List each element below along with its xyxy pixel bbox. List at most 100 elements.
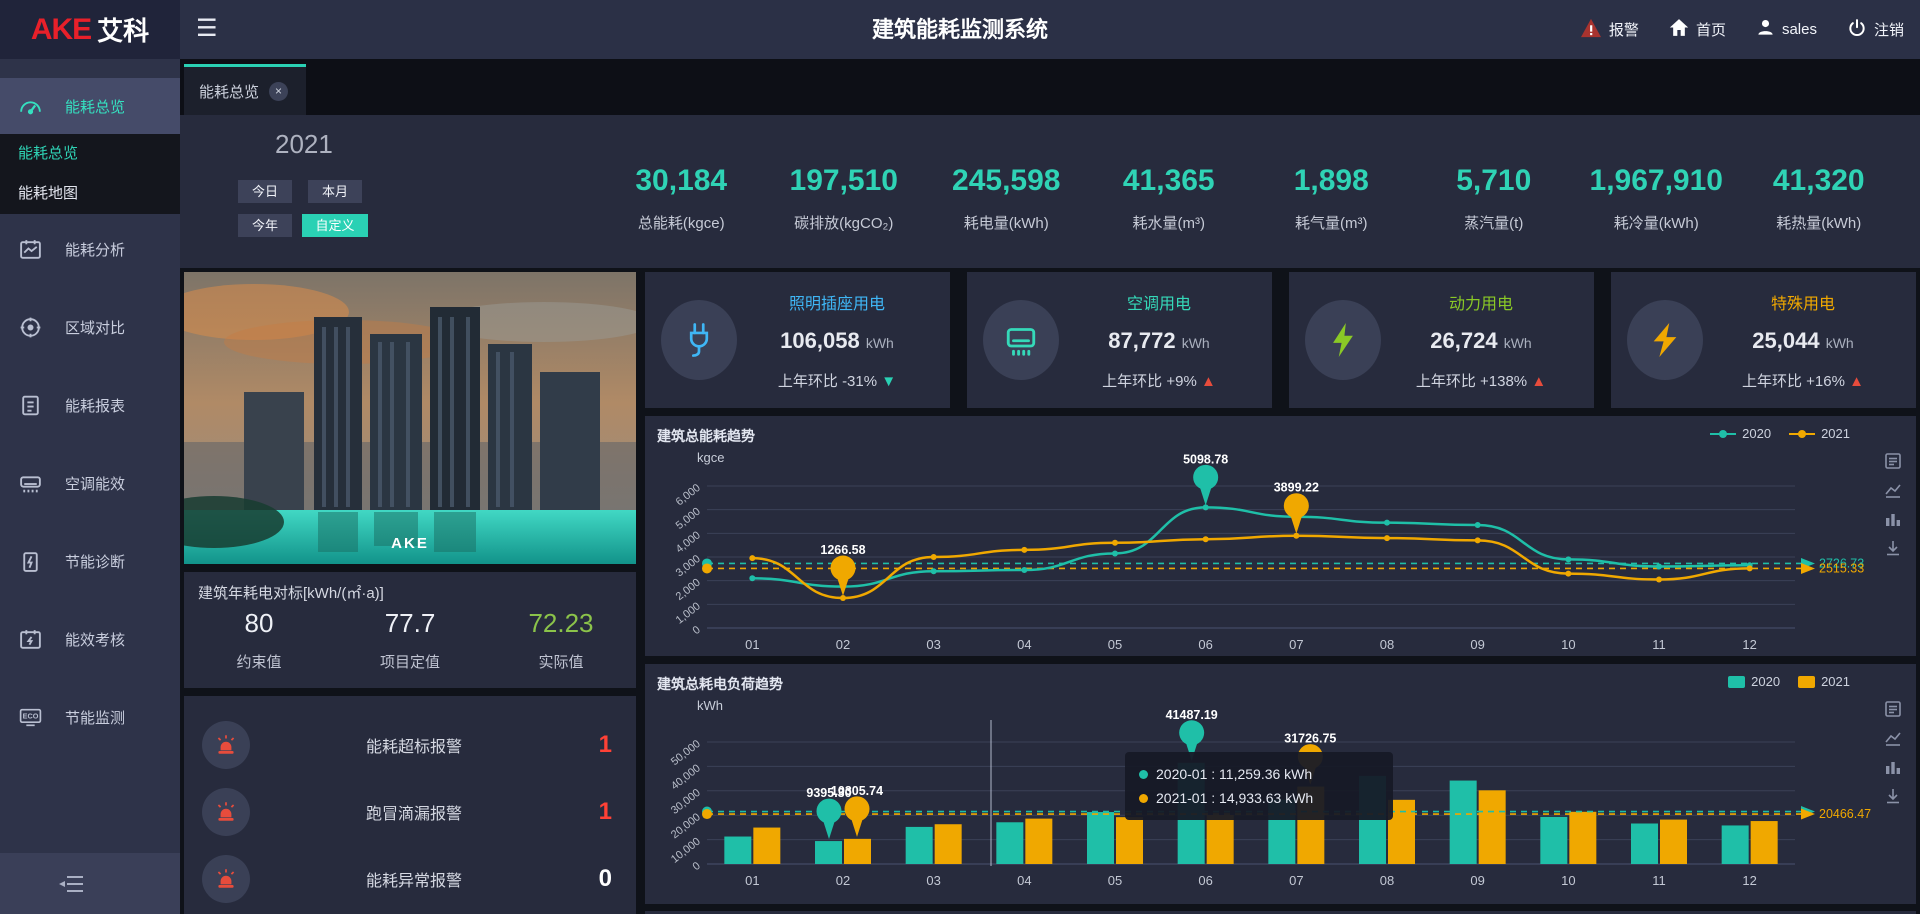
sidebar-item-energy-report[interactable]: 能耗报表 xyxy=(0,377,180,433)
legend-2021[interactable]: 2021 xyxy=(1789,426,1850,441)
card-ratio: 上年环比 +16% ▲ xyxy=(1741,373,1864,390)
line-type-icon[interactable] xyxy=(1884,729,1902,747)
line-chart-title: 建筑总能耗趋势 xyxy=(657,428,755,444)
sidebar-item-efficiency-assessment[interactable]: 能效考核 xyxy=(0,611,180,667)
battery-bolt-icon xyxy=(23,551,38,572)
card-title: 空调用电 xyxy=(1126,296,1191,313)
card-special: 特殊用电 25,044 kWh 上年环比 +16% ▲ xyxy=(1611,272,1916,408)
square-marker-icon xyxy=(1728,675,1746,688)
download-icon[interactable] xyxy=(1884,539,1902,557)
app-logo: AKE 艾科 xyxy=(0,0,180,59)
tooltip-row: 2021-01 : 14,933.63 kWh xyxy=(1139,786,1379,810)
home-icon xyxy=(1669,18,1689,41)
tab-label: 能耗总览 xyxy=(199,83,260,101)
bar-type-icon[interactable] xyxy=(1884,758,1902,776)
svg-text:20,000: 20,000 xyxy=(669,811,703,841)
plug-icon xyxy=(661,300,737,380)
svg-text:05: 05 xyxy=(1108,873,1122,888)
card-ratio: 上年环比 -31% ▼ xyxy=(777,373,897,390)
alarm-label: 报警 xyxy=(1608,22,1639,39)
svg-text:07: 07 xyxy=(1289,637,1303,652)
svg-text:6,000: 6,000 xyxy=(674,482,703,508)
svg-text:0: 0 xyxy=(691,860,703,873)
svg-text:08: 08 xyxy=(1380,873,1394,888)
legend-2020[interactable]: 2020 xyxy=(1728,674,1780,689)
svg-text:06: 06 xyxy=(1198,637,1212,652)
svg-text:12: 12 xyxy=(1742,637,1756,652)
benchmark-panel: 建筑年耗电对标[kWh/(㎡·a)] 80 约束值 77.7 项目定值 72.2… xyxy=(184,572,636,688)
card-ratio: 上年环比 +9% ▲ xyxy=(1102,373,1216,390)
sidebar-item-energy-diagnosis[interactable]: 节能诊断 xyxy=(0,533,180,589)
siren-icon xyxy=(202,788,250,836)
alarm-row-leakage: 跑冒滴漏报警 1 xyxy=(202,784,618,840)
bar-type-icon[interactable] xyxy=(1884,510,1902,528)
logout-nav-button[interactable]: 注销 xyxy=(1847,18,1904,42)
user-nav-button[interactable]: sales xyxy=(1756,18,1817,41)
alarm-row-over-limit: 能耗超标报警 1 xyxy=(202,717,618,773)
svg-text:10305.74: 10305.74 xyxy=(831,784,883,798)
svg-text:9395.30: 9395.30 xyxy=(806,786,851,800)
sidebar-item-hvac-efficiency[interactable]: 空调能效 xyxy=(0,455,180,511)
logout-label: 注销 xyxy=(1873,22,1904,39)
download-icon[interactable] xyxy=(1884,787,1902,805)
data-view-icon[interactable] xyxy=(1884,700,1902,718)
svg-text:5,000: 5,000 xyxy=(674,506,703,532)
tab-energy-overview[interactable]: 能耗总览 × xyxy=(184,64,306,115)
legend-2021[interactable]: 2021 xyxy=(1798,674,1850,689)
year-label: 2021 xyxy=(275,129,333,159)
stat-cooling: 1,967,910 耗冷量(kWh) xyxy=(1589,164,1723,232)
top-bar: AKE 艾科 ☰ 建筑能耗监测系统 报警 首页 sales 注销 xyxy=(0,0,1920,59)
benchmark-actual: 72.23 实际值 xyxy=(528,608,594,671)
line-marker-icon xyxy=(1789,429,1816,438)
stat-total-energy: 30,184 总能耗(kgce) xyxy=(635,164,728,232)
line-chart-legend: 2020 2021 xyxy=(1710,426,1850,441)
sidebar-item-area-compare[interactable]: 区域对比 xyxy=(0,299,180,355)
user-icon xyxy=(1756,18,1775,41)
filter-year-button[interactable]: 今年 xyxy=(238,214,292,237)
svg-text:4,000: 4,000 xyxy=(674,529,703,555)
logo-ake-text: AKE xyxy=(30,12,92,46)
filter-month-button[interactable]: 本月 xyxy=(308,180,362,203)
home-nav-button[interactable]: 首页 xyxy=(1669,18,1726,41)
svg-text:10: 10 xyxy=(1561,637,1575,652)
sidebar-item-energy-saving-monitor[interactable]: ECO 节能监测 xyxy=(0,689,180,745)
collapse-menu-icon xyxy=(59,875,83,892)
trend-up-icon: ▲ xyxy=(1849,373,1864,390)
svg-text:01: 01 xyxy=(745,873,759,888)
sidebar-label: 节能监测 xyxy=(65,709,126,727)
tab-close-icon[interactable]: × xyxy=(269,81,289,101)
legend-2020[interactable]: 2020 xyxy=(1710,426,1771,441)
menu-toggle-icon[interactable]: ☰ xyxy=(196,15,218,42)
line-chart-unit: kgce xyxy=(697,450,725,465)
card-title: 特殊用电 xyxy=(1770,296,1835,313)
sidebar-collapse-button[interactable] xyxy=(0,853,180,914)
data-view-icon[interactable] xyxy=(1884,452,1902,470)
svg-text:ECO: ECO xyxy=(23,711,39,720)
user-label: sales xyxy=(1781,21,1817,38)
submenu-energy-overview[interactable]: 能耗总览 xyxy=(0,134,180,174)
alarm-nav-button[interactable]: 报警 xyxy=(1580,18,1639,42)
svg-text:41487.19: 41487.19 xyxy=(1166,708,1218,722)
stat-steam: 5,710 蒸汽量(t) xyxy=(1456,164,1532,232)
svg-text:10: 10 xyxy=(1561,873,1575,888)
sidebar-label: 空调能效 xyxy=(65,475,126,493)
filter-today-button[interactable]: 今日 xyxy=(238,180,292,203)
card-value: 25,044 kWh xyxy=(1752,328,1854,353)
power-icon xyxy=(1847,18,1867,42)
chart-toolbox xyxy=(1884,452,1902,557)
home-label: 首页 xyxy=(1695,22,1726,39)
stat-gas: 1,898 耗气量(m³) xyxy=(1293,164,1369,232)
sidebar-item-energy-analysis[interactable]: 能耗分析 xyxy=(0,221,180,277)
trend-down-icon: ▼ xyxy=(881,373,897,390)
alarm-count: 1 xyxy=(598,798,612,825)
bar-chart-legend: 2020 2021 xyxy=(1728,674,1850,689)
line-type-icon[interactable] xyxy=(1884,481,1902,499)
filter-custom-button[interactable]: 自定义 xyxy=(302,214,368,237)
bar-chart-unit: kWh xyxy=(697,698,723,713)
sidebar-item-energy-overview[interactable]: 能耗总览 xyxy=(0,78,180,134)
benchmark-project: 77.7 项目定值 xyxy=(379,608,440,671)
next-panel-edge xyxy=(645,911,1916,914)
submenu-energy-map[interactable]: 能耗地图 xyxy=(0,174,180,214)
bar-chart-title: 建筑总耗电负荷趋势 xyxy=(657,676,783,692)
sidebar-label: 能耗总览 xyxy=(65,98,126,116)
